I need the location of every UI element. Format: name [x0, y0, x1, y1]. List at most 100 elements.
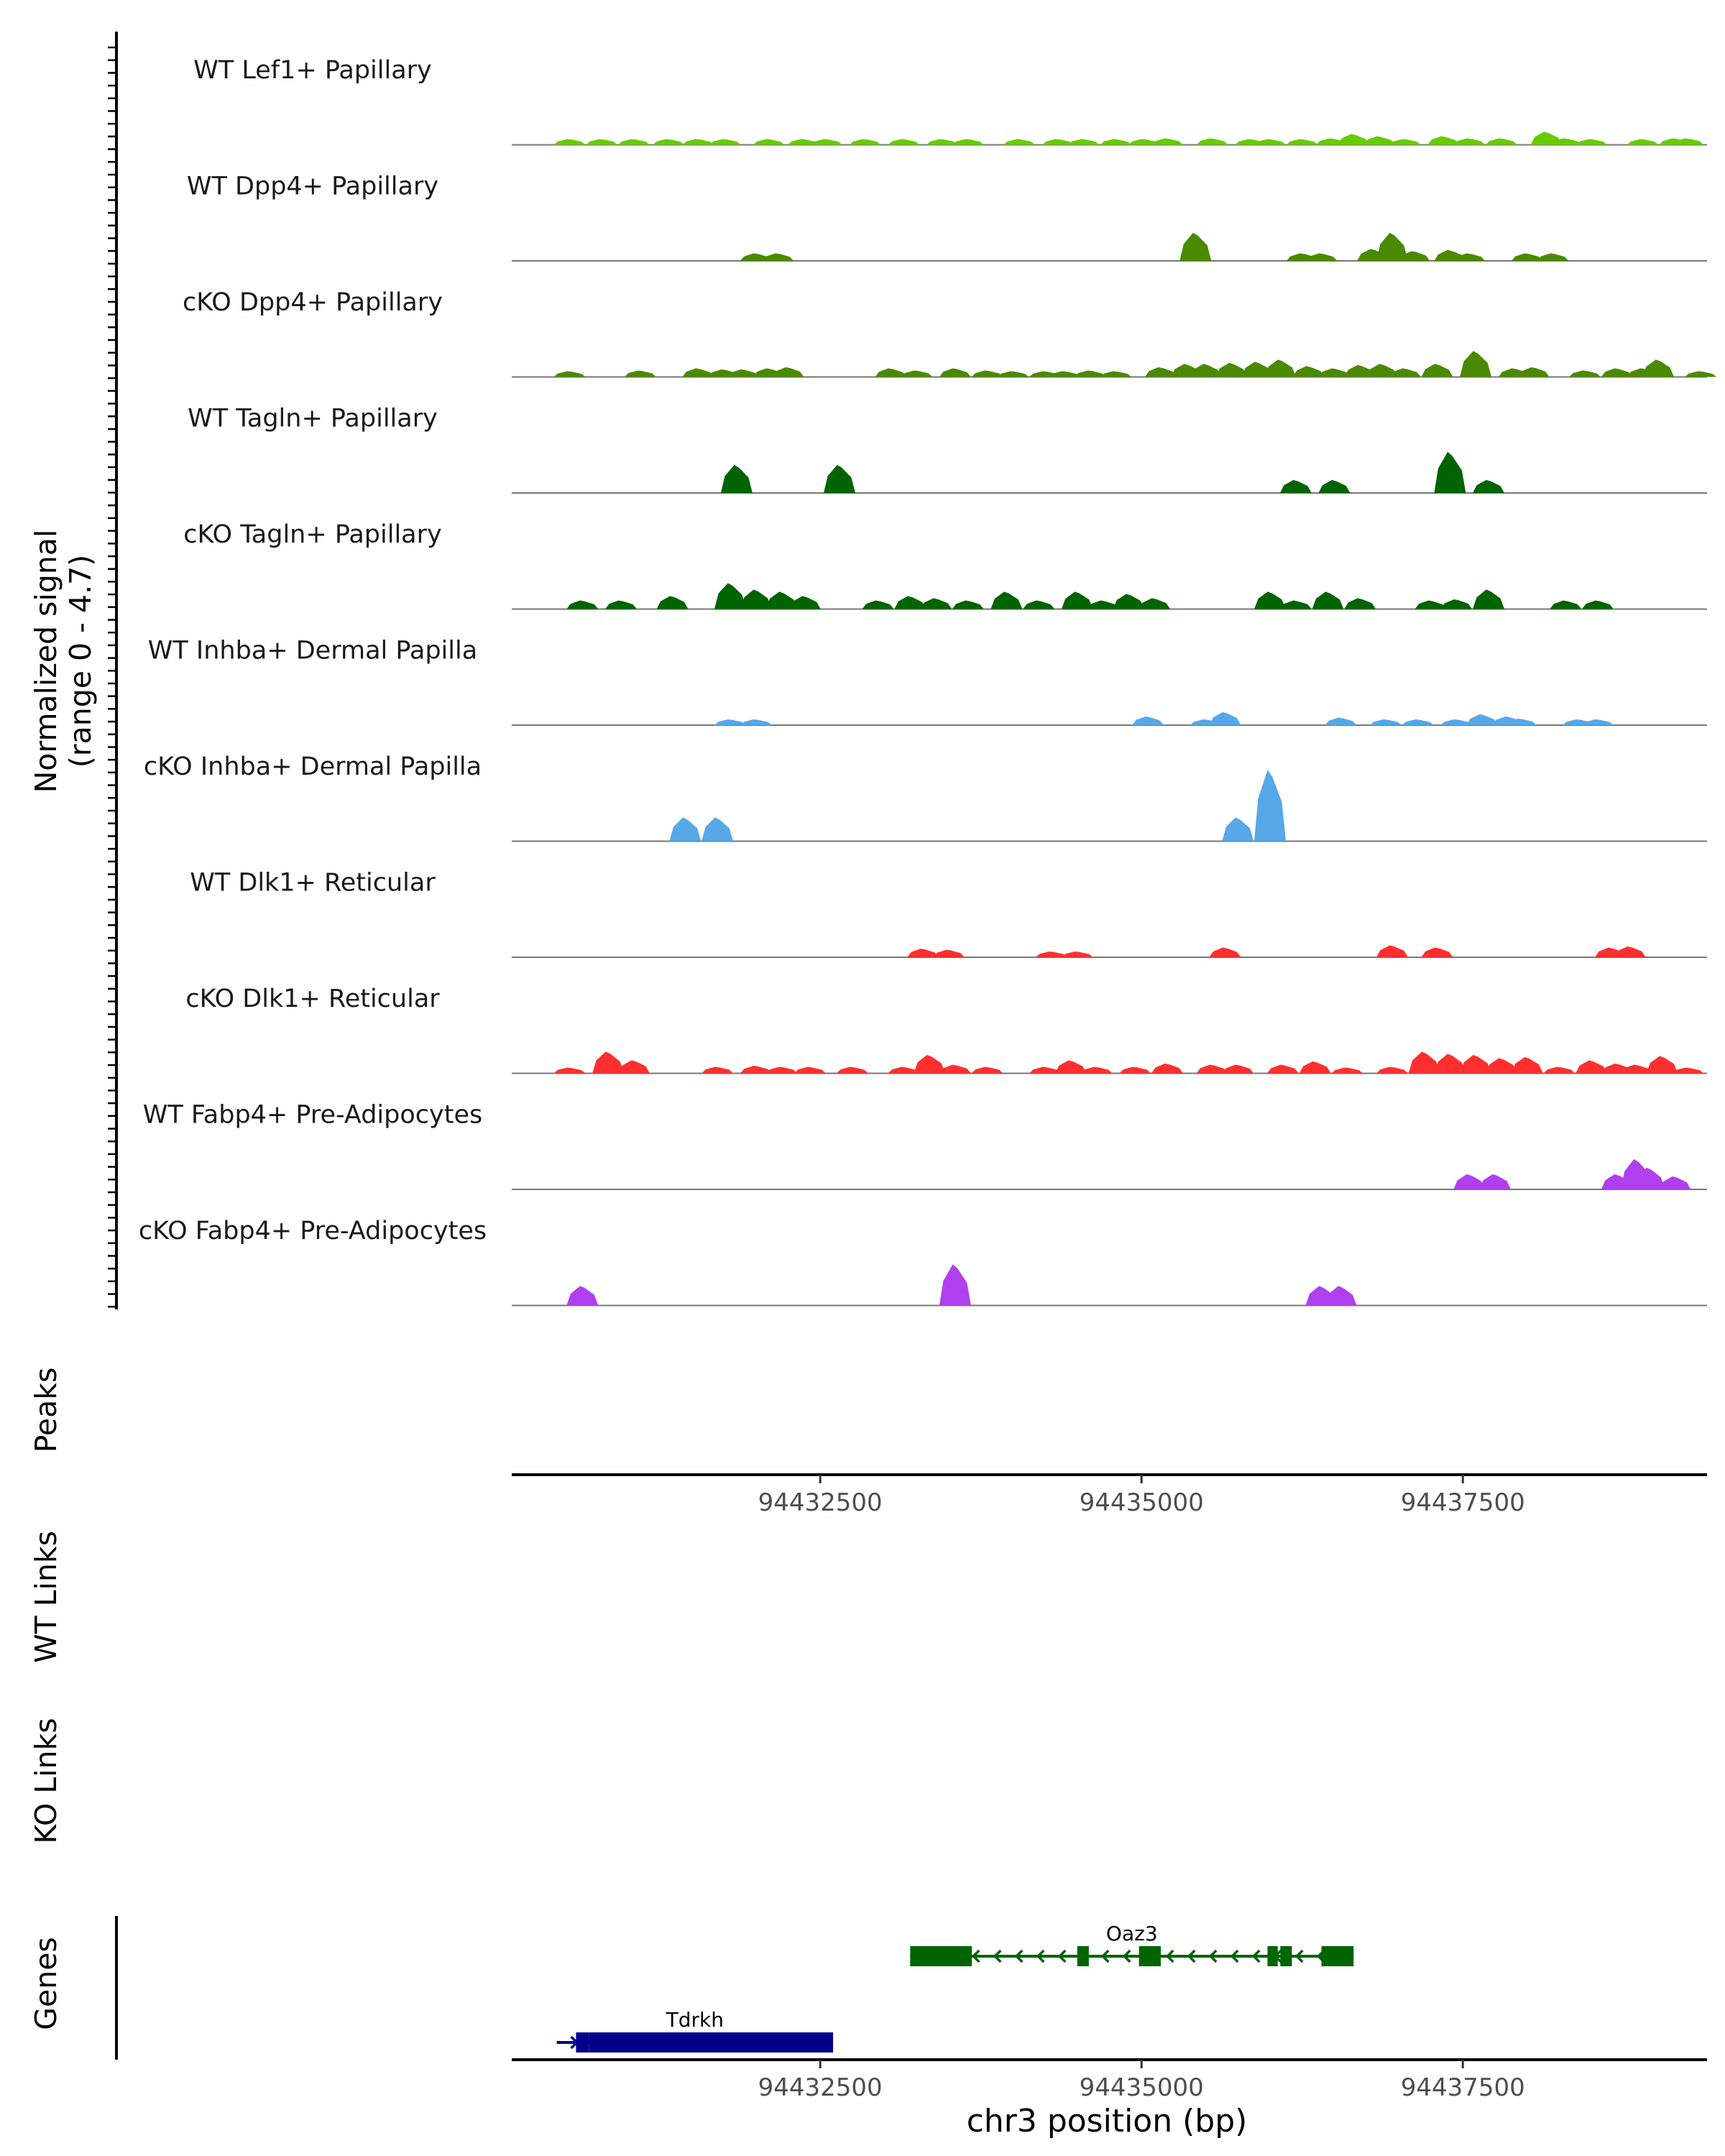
signal-peak: [1196, 1064, 1228, 1074]
signal-range-label: (range 0 - 4.7): [63, 555, 98, 768]
signal-peak: [1292, 366, 1325, 377]
signal-peak: [920, 598, 952, 609]
signal-peak: [1061, 591, 1093, 609]
signal-peak: [849, 139, 881, 145]
signal-peak: [1179, 232, 1212, 261]
signal-peak: [914, 1054, 946, 1074]
signal-peak: [1646, 1056, 1678, 1074]
signal-peak: [1363, 136, 1395, 145]
signal-peak: [1440, 599, 1473, 609]
signal-peak: [1620, 1064, 1652, 1074]
signal-peak: [1266, 1064, 1299, 1074]
gene-oaz3: Oaz3: [910, 1922, 1354, 1966]
signal-peak: [1067, 139, 1100, 145]
signal-peak: [702, 1067, 734, 1074]
signal-peak: [592, 1051, 625, 1074]
signal-peak: [1241, 361, 1274, 377]
gene-tdrkh: Tdrkh: [556, 2008, 834, 2053]
signal-peak: [682, 139, 714, 145]
signal-peak: [1672, 1067, 1704, 1074]
signal-peak: [1485, 1058, 1517, 1074]
signal-peak: [1421, 364, 1453, 377]
signal-peak: [1080, 1067, 1113, 1074]
track-label: WT Dlk1+ Reticular: [190, 869, 436, 898]
track-10: WT Fabp4+ Pre-Adipocytes: [143, 1101, 1707, 1190]
signal-peak: [1074, 370, 1106, 377]
signal-peak: [1376, 232, 1408, 261]
signal-peak: [990, 591, 1023, 609]
strand-arrow: [1036, 1949, 1045, 1963]
signal-peak: [1087, 600, 1119, 609]
strand-arrow: [1230, 1949, 1239, 1963]
genes-track-label: Genes: [29, 1937, 63, 2030]
track-8: WT Dlk1+ Reticular: [190, 869, 1707, 958]
signal-peak: [1023, 600, 1055, 609]
signal-peak: [907, 949, 939, 957]
track-5: cKO Tagln+ Papillary: [183, 520, 1707, 610]
signal-peak: [862, 600, 894, 609]
signal-peak: [811, 139, 843, 145]
signal-peak: [1264, 359, 1297, 377]
signal-peak: [1582, 600, 1614, 609]
signal-peak: [1672, 138, 1704, 145]
signal-peak: [1029, 1067, 1062, 1074]
signal-peak: [1550, 600, 1582, 609]
strand-arrow: [1187, 1949, 1196, 1963]
track-label: cKO Fabp4+ Pre-Adipocytes: [139, 1217, 487, 1245]
track-1: WT Lef1+ Papillary: [193, 56, 1707, 146]
gene-label: Tdrkh: [666, 2008, 724, 2032]
track-label: cKO Dpp4+ Papillary: [183, 288, 443, 317]
signal-peak: [824, 464, 855, 493]
signal-peak: [1421, 947, 1453, 957]
track-11: cKO Fabp4+ Pre-Adipocytes: [139, 1217, 1707, 1307]
signal-peak: [553, 139, 586, 145]
gene-exon: [576, 2032, 589, 2053]
signal-peak: [952, 139, 984, 145]
signal-peak: [1601, 368, 1633, 377]
peaks-x-tick-label: 94437500: [1401, 1488, 1525, 1517]
signal-peak: [971, 1067, 1003, 1074]
signal-peak: [1398, 251, 1430, 261]
strand-arrow: [1294, 1949, 1304, 1963]
genes-x-tick-label: 94432500: [758, 2073, 883, 2102]
strand-arrow: [1208, 1949, 1218, 1963]
signal-peak: [1254, 139, 1286, 145]
track-label: cKO Dlk1+ Reticular: [185, 985, 440, 1013]
signal-peak: [1151, 1064, 1183, 1074]
signal-peak: [888, 139, 920, 145]
track-6: WT Inhba+ Dermal Papilla: [148, 637, 1707, 726]
signal-peak: [1286, 139, 1318, 145]
signal-peak: [765, 591, 798, 609]
signal-peak: [1504, 719, 1537, 725]
signal-peak: [1061, 952, 1093, 957]
strand-arrow: [1122, 1949, 1131, 1963]
track-2: WT Dpp4+ Papillary: [187, 172, 1707, 262]
strand-arrow: [1014, 1949, 1024, 1963]
signal-peak: [740, 1066, 772, 1074]
signal-peak: [1325, 717, 1357, 725]
signal-peak: [1119, 1067, 1151, 1074]
signal-peak: [682, 368, 714, 377]
signal-peak: [1331, 1067, 1363, 1074]
signal-peak: [1338, 134, 1370, 145]
signal-peak: [714, 719, 746, 725]
gene-exon: [1280, 1946, 1292, 1966]
gene-label: Oaz3: [1106, 1922, 1158, 1945]
signal-peak: [939, 1264, 971, 1306]
signal-peak: [1685, 371, 1717, 377]
signal-peak: [1511, 253, 1543, 261]
signal-peak: [926, 139, 958, 145]
signal-peak: [714, 583, 746, 609]
signal-peak: [875, 368, 907, 377]
track-label: WT Tagln+ Papillary: [188, 405, 438, 433]
signal-peak: [720, 464, 753, 493]
signal-peak: [1209, 947, 1241, 957]
strand-arrow: [1100, 1949, 1110, 1963]
signal-peak: [605, 600, 637, 609]
signal-peak: [1434, 451, 1466, 493]
signal-peak: [656, 596, 689, 609]
signal-peak: [617, 139, 650, 145]
x-axis-title: chr3 position (bp): [967, 2103, 1248, 2139]
signal-peak: [727, 369, 759, 377]
signal-peak: [1138, 598, 1171, 609]
